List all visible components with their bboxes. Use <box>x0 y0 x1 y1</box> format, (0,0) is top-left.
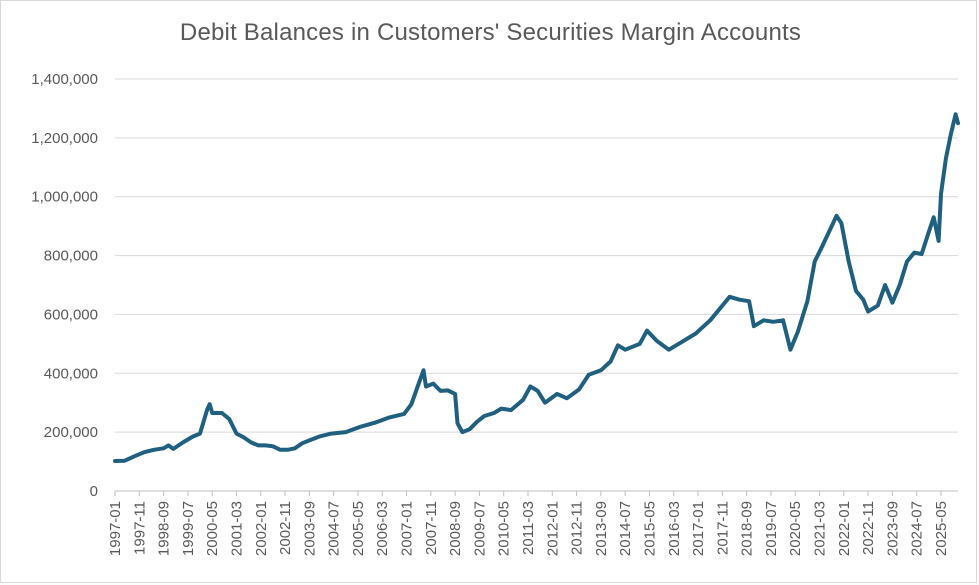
x-tick-label: 2021-03 <box>812 501 829 556</box>
x-tick-label: 2002-01 <box>253 501 270 556</box>
x-tick-label: 2017-11 <box>714 501 731 555</box>
x-tick-label: 2000-05 <box>204 501 221 556</box>
x-tick-label: 2025-05 <box>933 501 950 556</box>
x-tick-label: 2017-01 <box>690 501 707 556</box>
x-tick-label: 2010-05 <box>496 501 513 556</box>
y-tick-label: 400,000 <box>44 365 98 382</box>
x-tick-label: 2018-09 <box>739 501 756 556</box>
y-tick-label: 1,400,000 <box>31 71 98 88</box>
x-tick-label: 2023-09 <box>884 501 901 556</box>
x-tick-label: 1999-07 <box>180 501 197 556</box>
x-tick-label: 1997-11 <box>131 501 148 555</box>
chart-title: Debit Balances in Customers' Securities … <box>179 19 802 46</box>
y-tick-label: 0 <box>90 483 98 500</box>
x-tick-label: 2022-11 <box>860 501 877 555</box>
x-tick-label: 2022-01 <box>836 501 853 556</box>
x-tick-label: 2005-05 <box>350 501 367 556</box>
x-tick-label: 2007-01 <box>399 501 416 556</box>
x-tick-label: 2003-09 <box>301 501 318 556</box>
series-line <box>113 112 960 463</box>
x-tick-label: 2002-11 <box>277 501 294 555</box>
x-tick-label: 2013-09 <box>593 501 610 556</box>
y-tick-label: 1,000,000 <box>31 189 98 206</box>
x-tick-label: 1997-01 <box>107 501 124 556</box>
x-tick-label: 2020-05 <box>787 501 804 556</box>
x-tick-label: 2012-11 <box>569 501 586 555</box>
y-tick-label: 200,000 <box>44 424 98 441</box>
x-tick-label: 2006-03 <box>374 501 391 556</box>
x-tick-label: 2019-07 <box>763 501 780 556</box>
x-tick-label: 2001-03 <box>228 501 245 556</box>
x-tick-label: 2012-01 <box>544 501 561 556</box>
x-tick-label: 2009-07 <box>471 501 488 556</box>
x-tick-label: 2004-07 <box>326 501 343 556</box>
y-tick-label: 600,000 <box>44 306 98 323</box>
x-tick-label: 2008-09 <box>447 501 464 556</box>
x-tick-label: 2024-07 <box>909 501 926 556</box>
x-tick-label: 2007-11 <box>423 501 440 555</box>
x-tick-label: 1998-09 <box>156 501 173 556</box>
y-tick-label: 800,000 <box>44 248 98 265</box>
x-tick-label: 2014-07 <box>617 501 634 556</box>
x-tick-label: 2015-05 <box>641 501 658 556</box>
y-tick-label: 1,200,000 <box>31 130 98 147</box>
x-tick-label: 2011-03 <box>520 501 537 555</box>
x-tick-label: 2016-03 <box>666 501 683 556</box>
